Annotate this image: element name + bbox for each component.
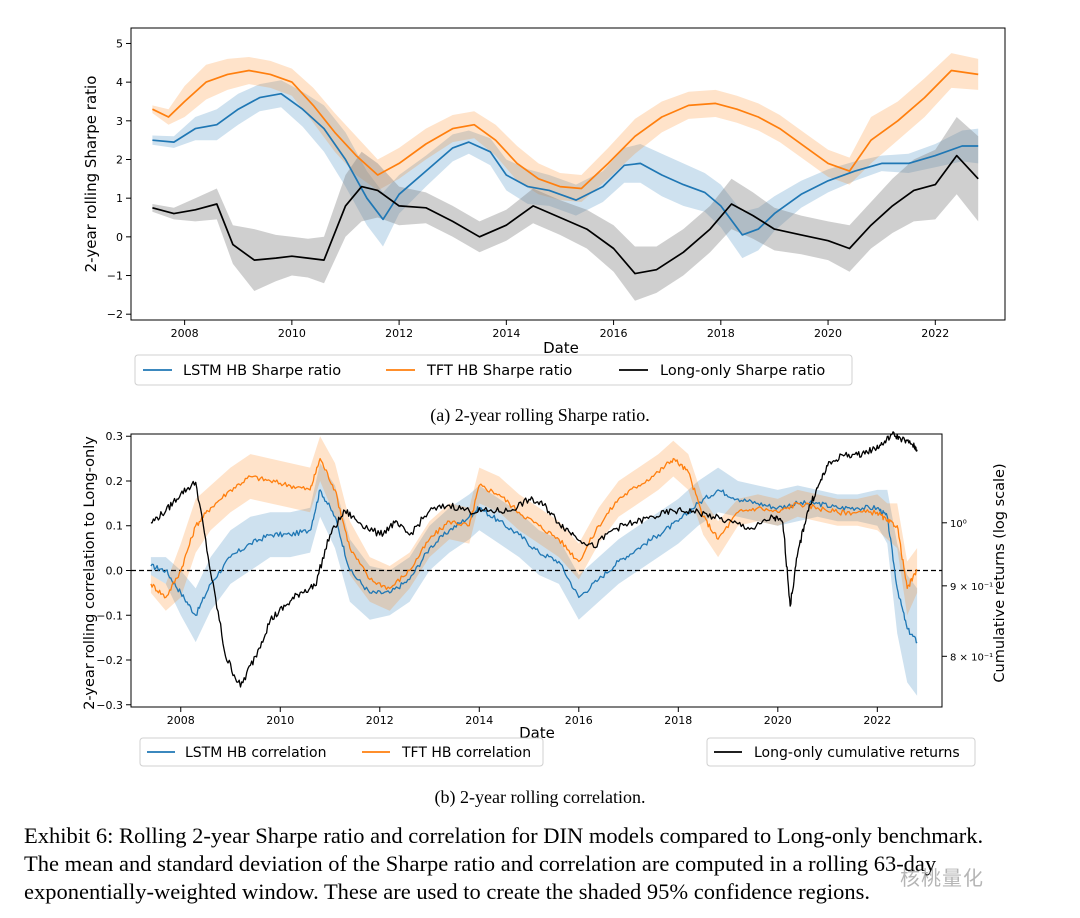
y-tick-label: 4 <box>116 76 123 89</box>
y-tick-label: 2 <box>116 153 123 166</box>
x-tick-label: 2010 <box>266 714 294 727</box>
correlation-panel: 2008 2010 2012 2014 2016 2018 2020 2022 −0.3 −0.… <box>82 430 1008 808</box>
correlation-subcaption: (b) 2-year rolling correlation. <box>435 787 646 808</box>
x-tick-label: 2020 <box>814 327 842 340</box>
series-line-a-0 <box>152 92 979 236</box>
sharpe-x-label: Date <box>543 339 579 357</box>
y-tick-label: 0 <box>116 231 123 244</box>
legend-label-longonly-cum: Long-only cumulative returns <box>754 745 960 761</box>
legend-label-lstm-sharpe: LSTM HB Sharpe ratio <box>183 363 341 379</box>
sharpe-y-label: 2-year rolling Sharpe ratio <box>82 76 100 273</box>
x-tick-label: 2018 <box>664 714 692 727</box>
correlation-legend-box <box>139 737 544 767</box>
x-tick-label: 2022 <box>863 714 891 727</box>
x-tick-label: 2014 <box>465 714 493 727</box>
series-line-b-1 <box>150 457 918 599</box>
x-tick-label: 2018 <box>707 327 735 340</box>
confidence-band-a-1 <box>152 53 979 202</box>
legend-label-longonly-sharpe: Long-only Sharpe ratio <box>660 363 825 379</box>
x-tick-label: 2012 <box>366 714 394 727</box>
x-tick-label: 2012 <box>385 327 413 340</box>
caption-line-1: Exhibit 6: Rolling 2-year Sharpe ratio a… <box>24 823 984 848</box>
watermark: 核桃量化 <box>900 866 984 890</box>
correlation-y-label: 2-year rolling correlation to Long-only <box>82 436 98 710</box>
confidence-band-b-1 <box>150 436 918 616</box>
y-tick-label: −2 <box>107 308 123 321</box>
confidence-band-a-0 <box>152 80 979 259</box>
x-tick-label: 2020 <box>764 714 792 727</box>
right-y-tick-label: 10⁰ <box>950 519 967 530</box>
caption-line-2: The mean and standard deviation of the S… <box>24 851 937 876</box>
legend-label-tft-corr: TFT HB correlation <box>401 745 531 761</box>
y-tick-label: 0.2 <box>106 475 124 488</box>
sharpe-subcaption: (a) 2-year rolling Sharpe ratio. <box>430 405 649 426</box>
y-tick-label: −0.1 <box>96 609 123 622</box>
sharpe-legend: LSTM HB Sharpe ratio TFT HB Sharpe ratio… <box>134 354 853 386</box>
x-tick-label: 2016 <box>600 327 628 340</box>
y-tick-label: 1 <box>116 192 123 205</box>
exhibit-caption: Exhibit 6: Rolling 2-year Sharpe ratio a… <box>24 822 1069 906</box>
series-line-b-0 <box>150 489 918 644</box>
x-tick-label: 2008 <box>167 714 195 727</box>
cumulative-returns-y-label: Cumulative returns (log scale) <box>992 463 1008 682</box>
y-tick-label: 3 <box>116 115 123 128</box>
y-tick-label: 0.1 <box>106 520 124 533</box>
y-tick-label: 0.3 <box>106 430 124 443</box>
x-tick-label: 2014 <box>492 327 520 340</box>
sharpe-panel: 2008 2010 2012 2014 2016 2018 2020 2022 −2 −1 0 1 2… <box>82 27 1006 426</box>
y-tick-label: −1 <box>107 270 123 283</box>
y-tick-label: 0.0 <box>106 565 124 578</box>
cumulative-legend: Long-only cumulative returns <box>706 737 976 767</box>
series-line-b-2 <box>150 431 918 688</box>
y-tick-label: −0.2 <box>96 654 123 667</box>
caption-line-3: exponentially-weighted window. These are… <box>24 879 870 904</box>
right-y-tick-label: 8 × 10⁻¹ <box>950 652 993 663</box>
x-tick-label: 2016 <box>565 714 593 727</box>
sharpe-plot-frame <box>130 27 1006 321</box>
cumulative-legend-box <box>706 737 976 767</box>
sharpe-legend-box <box>134 354 853 386</box>
series-line-a-2 <box>152 154 979 275</box>
x-tick-label: 2010 <box>278 327 306 340</box>
confidence-band-a-2 <box>152 117 979 301</box>
x-tick-label: 2022 <box>921 327 949 340</box>
correlation-legend: LSTM HB correlation TFT HB correlation <box>139 737 544 767</box>
legend-label-tft-sharpe: TFT HB Sharpe ratio <box>426 363 572 379</box>
y-tick-label: −0.3 <box>96 699 123 712</box>
right-y-tick-label: 9 × 10⁻¹ <box>950 582 993 593</box>
series-line-a-1 <box>152 69 979 190</box>
x-tick-label: 2008 <box>171 327 199 340</box>
y-tick-label: 5 <box>116 37 123 50</box>
legend-label-lstm-corr: LSTM HB correlation <box>185 745 326 761</box>
